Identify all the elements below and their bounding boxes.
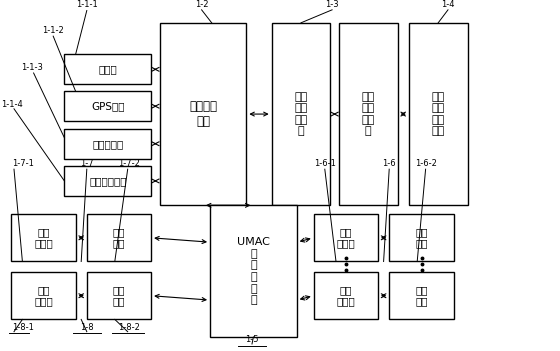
Text: 伺服
驱动器: 伺服 驱动器 <box>337 285 355 306</box>
Text: 1-6: 1-6 <box>382 159 396 168</box>
Text: 主要控制
单元: 主要控制 单元 <box>189 100 217 128</box>
Bar <box>64 129 151 159</box>
Text: 摄像头: 摄像头 <box>99 64 117 74</box>
Bar <box>272 23 330 205</box>
Text: 超声波传感器: 超声波传感器 <box>89 176 127 186</box>
Bar <box>389 214 454 261</box>
Text: 主无
线通
信模
块: 主无 线通 信模 块 <box>295 92 307 137</box>
Bar <box>64 91 151 121</box>
Text: 1-2: 1-2 <box>195 0 208 9</box>
Text: 1-1-3: 1-1-3 <box>21 63 44 72</box>
Text: 1-1-4: 1-1-4 <box>2 100 23 109</box>
Text: 1-8-2: 1-8-2 <box>118 323 140 332</box>
Bar <box>87 214 151 261</box>
Text: 1-7-2: 1-7-2 <box>118 159 140 168</box>
Text: 从无
线通
信模
块: 从无 线通 信模 块 <box>362 92 375 137</box>
Bar <box>87 272 151 319</box>
Text: 伺服
电机: 伺服 电机 <box>113 285 125 306</box>
Text: 伺服
驱动器: 伺服 驱动器 <box>337 227 355 249</box>
Text: 1-3: 1-3 <box>325 0 339 9</box>
Text: 伺服
电机: 伺服 电机 <box>415 285 428 306</box>
Text: 1-6-2: 1-6-2 <box>414 159 437 168</box>
Text: UMAC
运
动
控
制
器: UMAC 运 动 控 制 器 <box>237 237 270 305</box>
Bar <box>389 272 454 319</box>
Text: 1-4: 1-4 <box>441 0 455 9</box>
Bar <box>64 54 151 84</box>
Bar <box>160 23 246 205</box>
Text: 1-1-2: 1-1-2 <box>43 26 64 35</box>
Bar <box>409 23 468 205</box>
Bar <box>210 205 297 337</box>
Text: 1-8-1: 1-8-1 <box>12 323 34 332</box>
Text: 伺服
驱动器: 伺服 驱动器 <box>34 285 53 306</box>
Text: 1-7: 1-7 <box>80 159 94 168</box>
Text: 伺服
电机: 伺服 电机 <box>415 227 428 249</box>
Text: 位姿传感器: 位姿传感器 <box>92 139 123 149</box>
Text: GPS模块: GPS模块 <box>91 101 124 111</box>
Bar <box>314 214 378 261</box>
Text: 1-7-1: 1-7-1 <box>12 159 34 168</box>
Bar <box>11 272 76 319</box>
Text: 伺服
驱动器: 伺服 驱动器 <box>34 227 53 249</box>
Bar <box>314 272 378 319</box>
Text: 1-5: 1-5 <box>245 335 259 344</box>
Text: 无线
遥控
操作
单元: 无线 遥控 操作 单元 <box>432 92 445 137</box>
Text: 1-8: 1-8 <box>80 323 94 332</box>
Text: 伺服
电机: 伺服 电机 <box>113 227 125 249</box>
Bar <box>64 166 151 196</box>
Bar <box>11 214 76 261</box>
Bar <box>339 23 398 205</box>
Text: 1-1-1: 1-1-1 <box>76 0 97 9</box>
Text: 1-6-1: 1-6-1 <box>314 159 336 168</box>
